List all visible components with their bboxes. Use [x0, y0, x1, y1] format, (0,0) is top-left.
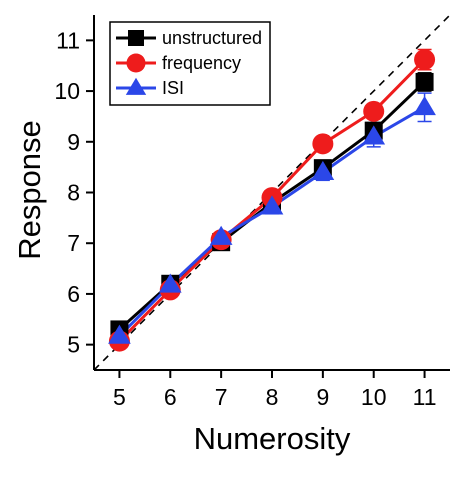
- y-tick-label: 11: [56, 27, 80, 53]
- y-axis-title: Response: [12, 120, 47, 260]
- x-tick-label: 6: [164, 384, 177, 410]
- x-tick-label: 9: [316, 384, 329, 410]
- frequency-data-point: [312, 133, 334, 155]
- y-tick-label: 7: [67, 230, 80, 256]
- x-tick-label: 8: [266, 384, 279, 410]
- x-tick-label: 11: [413, 384, 437, 410]
- y-tick-label: 5: [67, 332, 80, 358]
- y-tick-label: 8: [67, 180, 80, 206]
- y-tick-label: 9: [67, 129, 80, 155]
- isi-data-point: [260, 195, 284, 215]
- frequency-data-point: [414, 49, 436, 71]
- legend-unstructured-label: unstructured: [162, 28, 262, 48]
- legend-isi-marker: [125, 77, 147, 95]
- x-tick-label: 10: [361, 384, 387, 410]
- x-tick-label: 7: [215, 384, 228, 410]
- isi-data-point: [158, 273, 182, 293]
- frequency-data-point: [363, 100, 385, 122]
- isi-data-point: [413, 95, 436, 116]
- legend-frequency-label: frequency: [162, 53, 241, 73]
- unstructured-data-point: [415, 72, 434, 91]
- plot-area: 5 6 7 8 9 10 11 5 6 7 8 9 10 11 unstructured frequency I…: [54, 14, 451, 410]
- y-tick-label: 10: [54, 78, 80, 104]
- isi-data-point: [209, 225, 233, 245]
- x-tick-label: 5: [113, 384, 126, 410]
- isi-data-point: [311, 160, 335, 180]
- legend-frequency-marker: [126, 53, 146, 73]
- legend-isi-label: ISI: [162, 78, 184, 98]
- y-tick-label: 6: [67, 281, 80, 307]
- isi-data-point: [362, 125, 386, 145]
- isi-data-point: [108, 324, 131, 344]
- legend-unstructured-marker: [128, 30, 144, 46]
- x-axis-title: Numerosity: [194, 421, 351, 456]
